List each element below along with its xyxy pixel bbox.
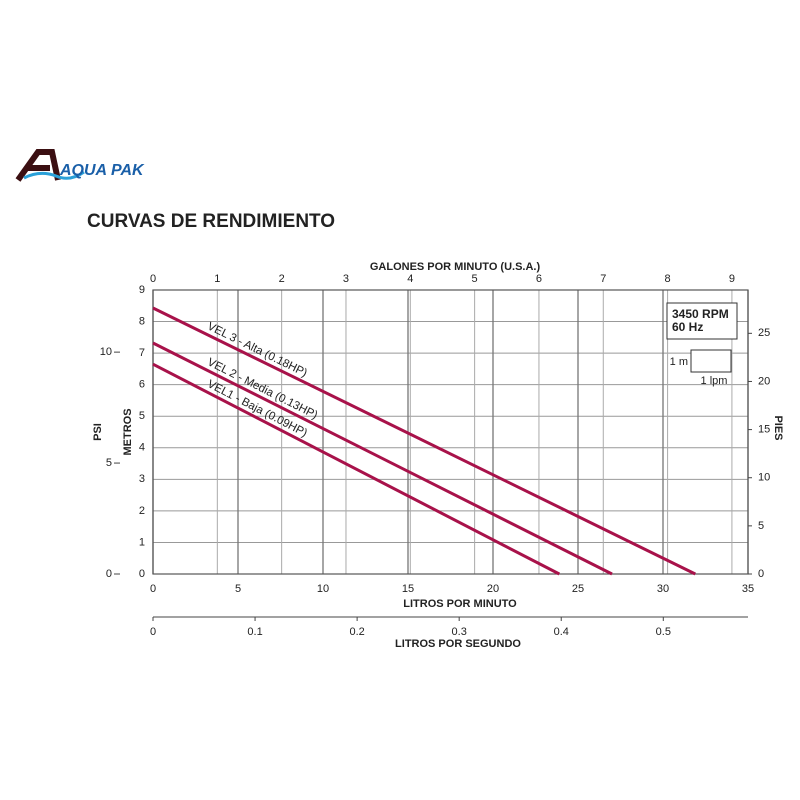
y2-tick-label: 15 xyxy=(758,423,770,435)
curve xyxy=(152,362,560,576)
lps-axis-label: LITROS POR SEGUNDO xyxy=(395,638,521,650)
psi-tick-label: 0 xyxy=(106,568,112,580)
top-tick-label: 9 xyxy=(729,273,735,285)
x-tick-label: 5 xyxy=(235,583,241,595)
x-tick-label: 15 xyxy=(402,583,414,595)
lps-tick-label: 0.3 xyxy=(452,626,467,638)
top-tick-label: 5 xyxy=(472,273,478,285)
logo-mark xyxy=(15,149,61,182)
annotation: 1 m xyxy=(670,356,688,368)
logo-text: AQUA PAK xyxy=(59,162,145,179)
inset-box xyxy=(666,302,738,340)
y2-axis-label: PIES xyxy=(772,415,784,440)
y2-tick-label: 25 xyxy=(758,327,770,339)
y-tick-label: 4 xyxy=(139,442,145,454)
annotation: 1 lpm xyxy=(701,375,728,387)
x-tick-label: 30 xyxy=(657,583,669,595)
lps-tick-label: 0.5 xyxy=(656,626,671,638)
y-tick-label: 8 xyxy=(139,315,145,327)
top-tick-label: 4 xyxy=(407,273,413,285)
y-tick-label: 9 xyxy=(139,284,145,296)
scale-box xyxy=(690,349,732,373)
y-axis-label: METROS xyxy=(122,408,134,455)
logo-wave xyxy=(23,170,85,180)
plot-frame xyxy=(152,289,749,575)
y-tick-label: 1 xyxy=(139,536,145,548)
x-tick-label: 25 xyxy=(572,583,584,595)
y-tick-label: 3 xyxy=(139,473,145,485)
x-tick-label: 20 xyxy=(487,583,499,595)
y-tick-label: 6 xyxy=(139,379,145,391)
y-tick-label: 5 xyxy=(139,410,145,422)
psi-tick-label: 5 xyxy=(106,457,112,469)
psi-axis-label: PSI xyxy=(92,423,104,441)
lps-tick-label: 0.2 xyxy=(349,626,364,638)
top-axis-label: GALONES POR MINUTO (U.S.A.) xyxy=(370,261,541,273)
top-tick-label: 3 xyxy=(343,273,349,285)
top-tick-label: 8 xyxy=(665,273,671,285)
x-tick-label: 35 xyxy=(742,583,754,595)
top-tick-label: 6 xyxy=(536,273,542,285)
y-tick-label: 0 xyxy=(139,568,145,580)
chart-title: CURVAS DE RENDIMIENTO xyxy=(87,211,335,232)
top-tick-label: 1 xyxy=(214,273,220,285)
top-tick-label: 2 xyxy=(279,273,285,285)
x-axis-label: LITROS POR MINUTO xyxy=(403,598,517,610)
lps-tick-label: 0.4 xyxy=(554,626,569,638)
top-tick-label: 7 xyxy=(600,273,606,285)
lps-tick-label: 0 xyxy=(150,626,156,638)
top-tick-label: 0 xyxy=(150,273,156,285)
y-tick-label: 7 xyxy=(139,347,145,359)
psi-tick-label: 10 xyxy=(100,346,112,358)
y2-tick-label: 0 xyxy=(758,568,764,580)
y2-tick-label: 10 xyxy=(758,472,770,484)
y2-tick-label: 20 xyxy=(758,375,770,387)
x-tick-label: 0 xyxy=(150,583,156,595)
annotation: 60 Hz xyxy=(672,320,703,334)
y-tick-label: 2 xyxy=(139,505,145,517)
annotation: 3450 RPM xyxy=(672,307,729,321)
curve xyxy=(152,341,613,576)
lps-tick-label: 0.1 xyxy=(247,626,262,638)
x-tick-label: 10 xyxy=(317,583,329,595)
y2-tick-label: 5 xyxy=(758,520,764,532)
curve xyxy=(152,306,696,576)
